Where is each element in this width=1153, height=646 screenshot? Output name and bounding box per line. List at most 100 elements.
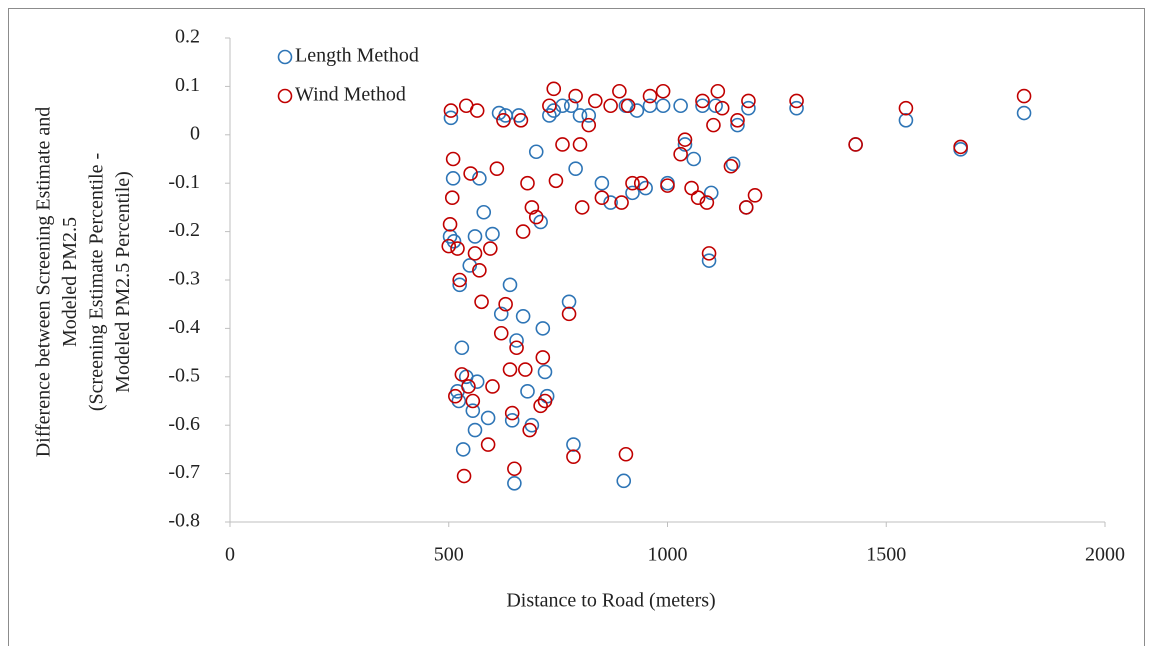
x-tick-label: 2000 — [1085, 544, 1125, 566]
point — [714, 100, 730, 116]
point — [507, 461, 522, 477]
point — [524, 200, 540, 215]
point — [480, 437, 496, 452]
point — [1016, 105, 1032, 121]
point — [493, 325, 509, 341]
point — [515, 308, 531, 324]
point — [463, 166, 478, 181]
y-axis-title: Difference between Screening Estimate an… — [33, 107, 55, 458]
x-tick-label: 500 — [434, 544, 464, 566]
point — [660, 178, 675, 193]
point — [603, 195, 618, 210]
point — [789, 93, 804, 109]
legend-label: Length Method — [295, 45, 419, 67]
point — [465, 403, 481, 418]
point — [504, 413, 520, 428]
x-tick-label: 0 — [225, 544, 235, 566]
y-tick-label: 0.1 — [175, 74, 200, 96]
point — [723, 158, 739, 174]
point — [504, 405, 520, 421]
point — [455, 442, 471, 457]
point — [741, 93, 756, 109]
point — [485, 379, 500, 394]
point — [730, 117, 745, 133]
point — [537, 364, 553, 380]
legend-label: Wind Method — [295, 84, 406, 106]
point — [476, 204, 492, 220]
y-tick-label: -0.6 — [168, 413, 200, 435]
point — [701, 253, 717, 268]
point — [673, 98, 688, 114]
y-tick-label: -0.3 — [168, 268, 200, 290]
y-tick-label: -0.1 — [168, 171, 200, 193]
x-axis-title: Distance to Road (meters) — [506, 590, 715, 612]
point — [703, 185, 719, 201]
y-axis-title: (Screening Estimate Percentile - — [86, 153, 108, 411]
point — [452, 277, 467, 293]
point — [533, 214, 548, 230]
y-tick-label: -0.4 — [168, 316, 200, 338]
point — [710, 83, 726, 99]
point — [461, 379, 476, 394]
point — [548, 173, 564, 189]
y-axis-title: Modeled PM2.5 Percentile) — [112, 171, 134, 393]
point — [633, 175, 649, 191]
point — [581, 117, 597, 133]
point — [445, 151, 461, 167]
point — [789, 100, 804, 116]
point — [509, 333, 524, 348]
point — [568, 88, 583, 104]
point — [502, 362, 518, 377]
point — [507, 475, 522, 491]
legend-marker — [277, 88, 293, 104]
point — [618, 446, 634, 462]
point — [953, 139, 968, 155]
point — [496, 112, 511, 128]
point — [616, 473, 632, 489]
point — [472, 171, 487, 186]
point — [725, 156, 741, 172]
point — [701, 246, 717, 261]
point — [444, 190, 460, 206]
point — [522, 422, 537, 438]
point — [730, 112, 745, 128]
point — [474, 294, 489, 310]
point — [574, 200, 590, 215]
point — [612, 83, 627, 99]
point — [561, 294, 577, 310]
y-tick-label: -0.8 — [168, 510, 200, 532]
point — [588, 93, 603, 109]
point — [454, 340, 470, 356]
point — [520, 384, 535, 399]
point — [489, 161, 505, 176]
point — [498, 296, 513, 312]
point — [572, 108, 588, 123]
point — [542, 98, 557, 114]
point — [502, 277, 518, 293]
point — [448, 388, 463, 404]
point — [454, 367, 470, 382]
point — [513, 112, 529, 128]
point — [625, 175, 640, 191]
point — [581, 108, 597, 123]
point — [520, 175, 535, 191]
point — [625, 185, 640, 201]
point — [898, 100, 914, 116]
y-tick-label: -0.2 — [168, 219, 200, 241]
point — [695, 93, 710, 109]
point — [480, 410, 496, 426]
point — [533, 398, 548, 414]
point — [445, 171, 461, 186]
point — [673, 146, 688, 162]
point — [898, 112, 914, 128]
point — [469, 374, 485, 389]
point — [467, 422, 483, 438]
point — [747, 188, 763, 203]
point — [443, 103, 459, 118]
point — [638, 180, 653, 196]
point — [594, 175, 610, 191]
point — [485, 226, 500, 242]
point — [572, 137, 588, 152]
